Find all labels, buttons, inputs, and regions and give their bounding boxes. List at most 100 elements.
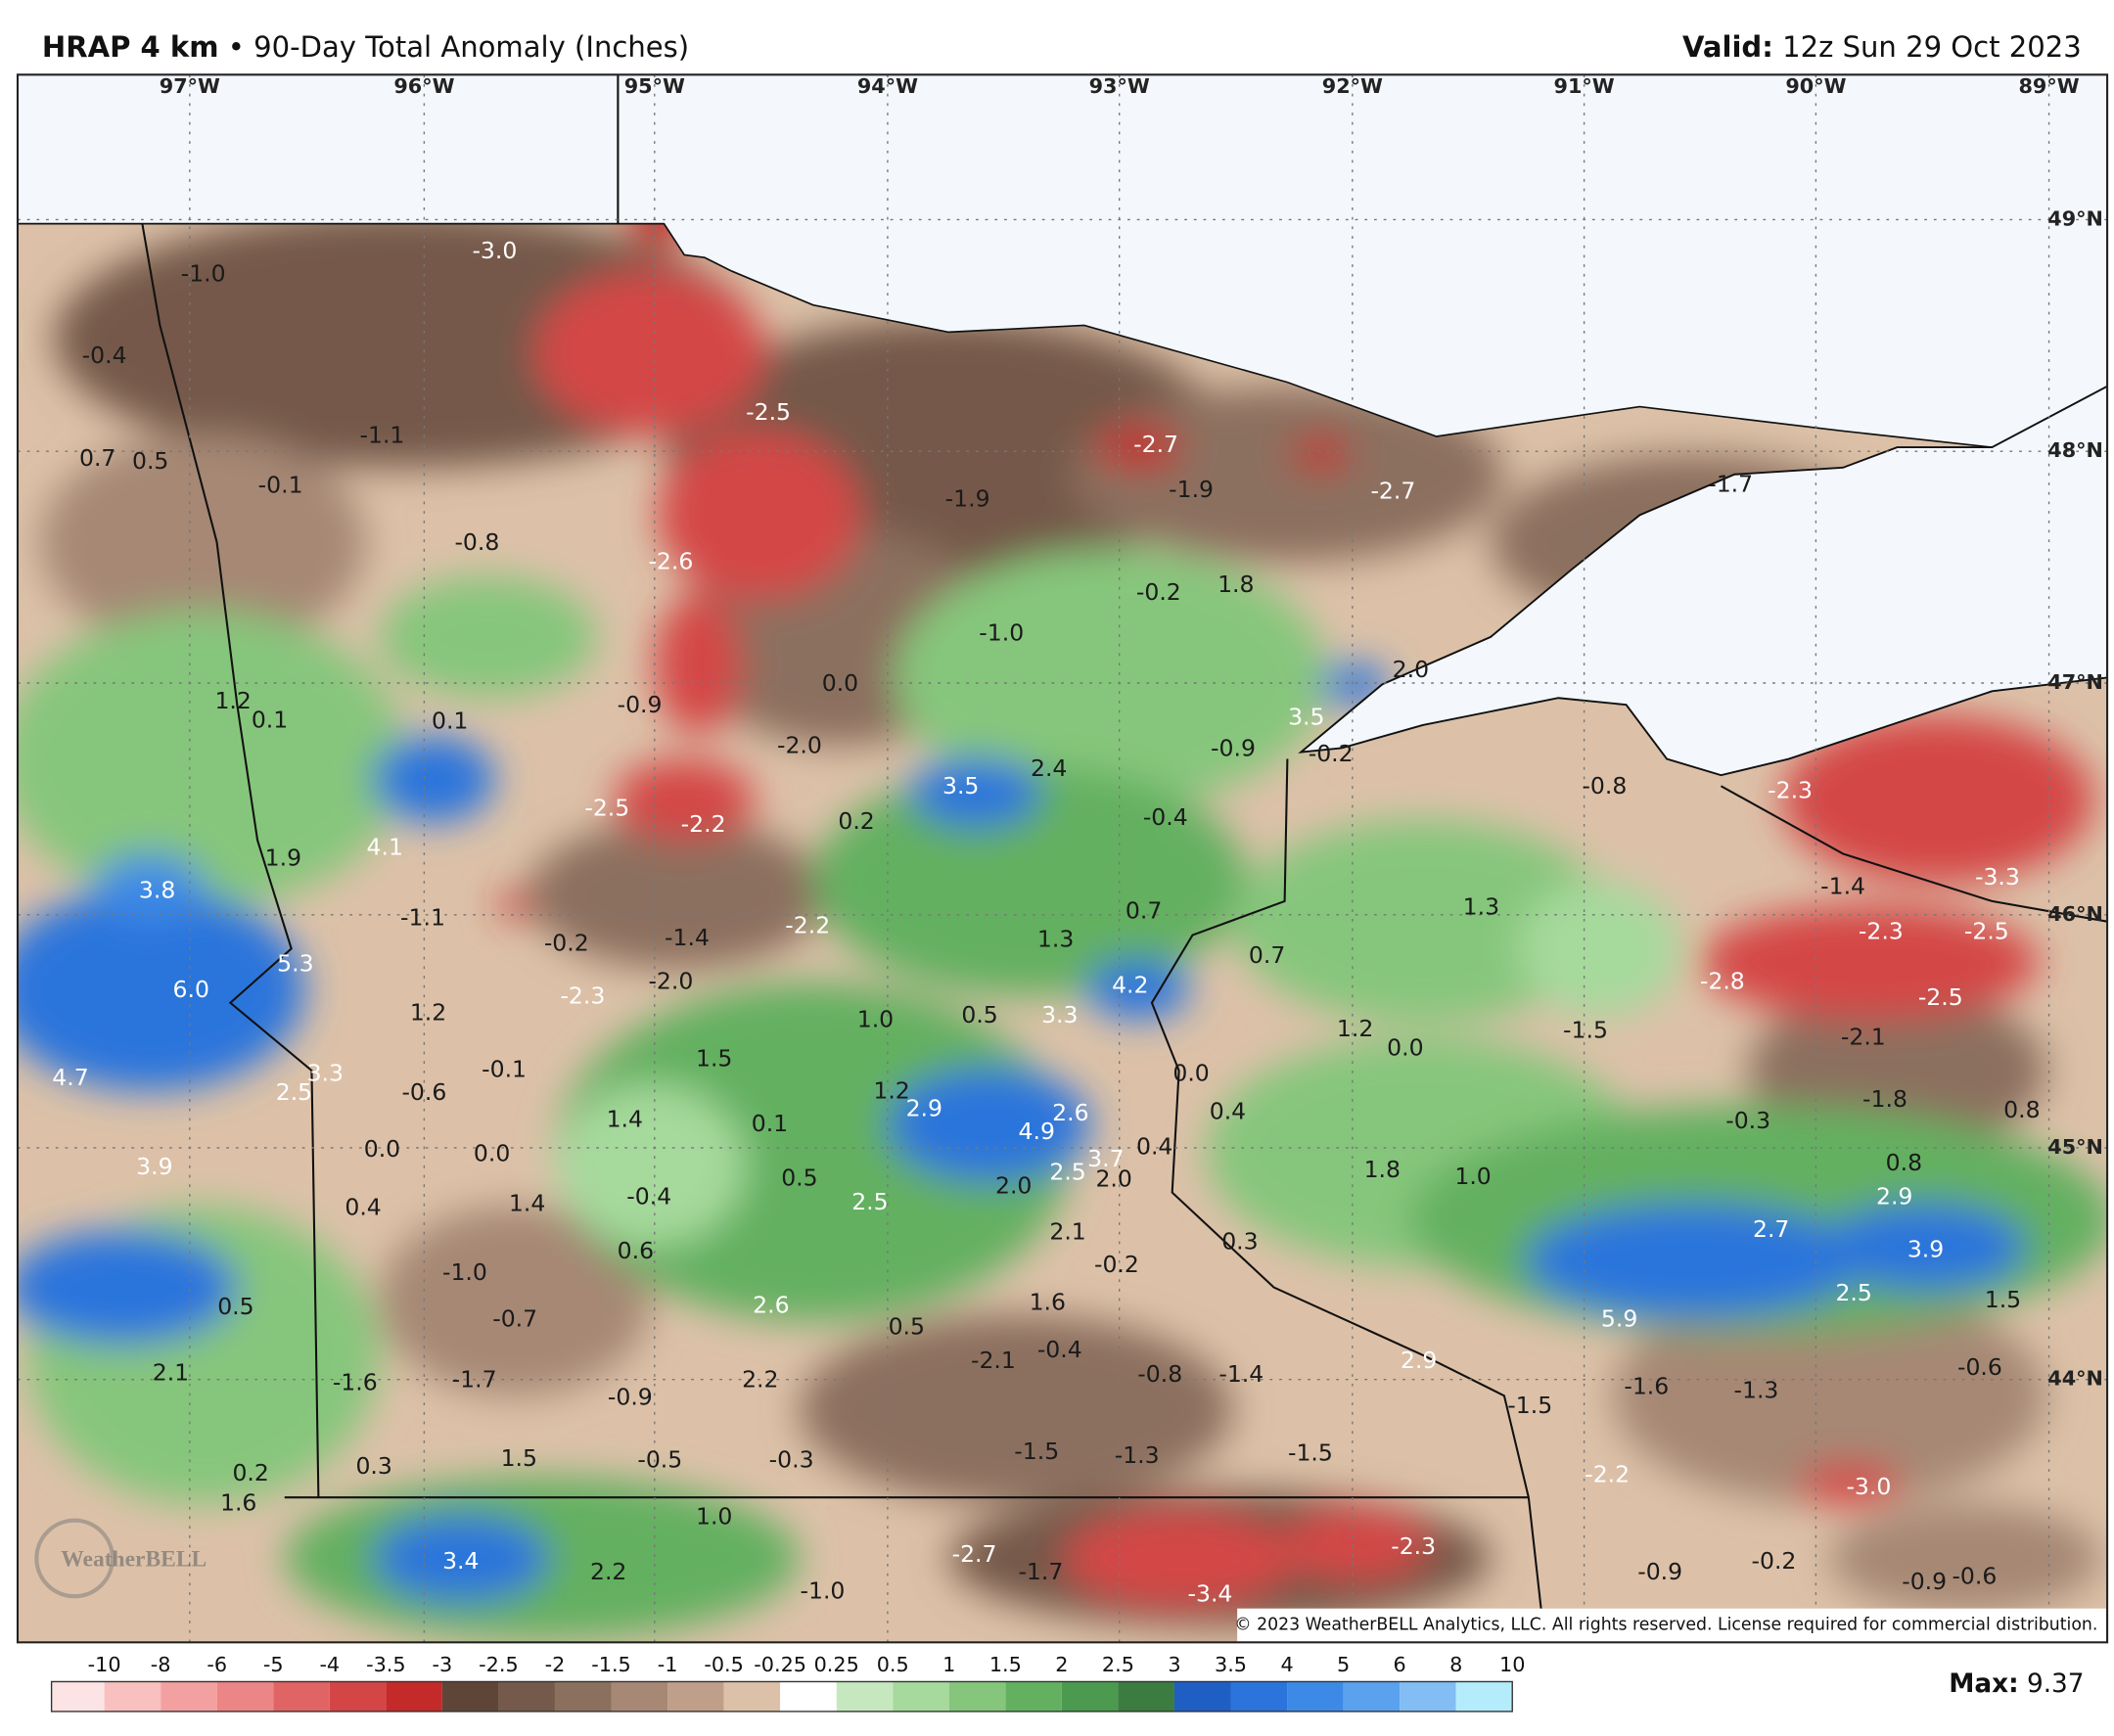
legend-label: 5 xyxy=(1337,1653,1350,1676)
anomaly-label: 2.6 xyxy=(1052,1099,1088,1126)
anomaly-label: 2.1 xyxy=(1049,1218,1085,1246)
anomaly-label: 3.8 xyxy=(139,877,175,904)
anomaly-label: -0.4 xyxy=(1143,803,1188,831)
legend-label: 3 xyxy=(1168,1653,1180,1676)
anomaly-label: 0.2 xyxy=(232,1459,268,1486)
separator: • xyxy=(228,30,245,64)
anomaly-blob xyxy=(887,1068,1091,1182)
anomaly-blob xyxy=(534,271,766,434)
anomaly-blob xyxy=(528,819,827,970)
anomaly-label: -1.5 xyxy=(1507,1392,1552,1419)
lon-label: 90°W xyxy=(1785,74,1846,98)
anomaly-label: -1.4 xyxy=(1218,1360,1264,1388)
logo: WeatherBELL xyxy=(61,1547,207,1573)
lon-label: 94°W xyxy=(857,74,918,98)
anomaly-label: 2.4 xyxy=(1031,754,1067,782)
legend-label: 8 xyxy=(1449,1653,1462,1676)
anomaly-blob xyxy=(1063,1511,1295,1606)
anomaly-label: -1.9 xyxy=(1169,476,1214,503)
anomaly-blob xyxy=(1829,1504,2101,1613)
anomaly-label: -0.8 xyxy=(1582,772,1627,799)
anomaly-label: 0.3 xyxy=(1221,1227,1258,1255)
anomaly-label: 3.9 xyxy=(136,1153,172,1180)
legend-swatch xyxy=(329,1681,387,1712)
anomaly-blob xyxy=(1517,881,1680,1017)
anomaly-label: -0.6 xyxy=(1957,1353,2002,1381)
legend-label: 0.5 xyxy=(877,1653,909,1676)
anomaly-label: 0.0 xyxy=(822,669,858,697)
anomaly-label: -0.4 xyxy=(626,1183,671,1211)
anomaly-label: -0.2 xyxy=(1094,1251,1139,1278)
legend-swatch xyxy=(836,1681,894,1712)
anomaly-label: -1.9 xyxy=(945,485,990,513)
anomaly-label: 2.0 xyxy=(1393,656,1429,683)
legend-swatch xyxy=(1005,1681,1062,1712)
anomaly-label: 0.5 xyxy=(217,1293,253,1320)
anomaly-label: 2.0 xyxy=(1095,1165,1131,1193)
legend-label: -8 xyxy=(151,1653,171,1676)
anomaly-label: -2.7 xyxy=(1370,477,1415,504)
legend-label: 10 xyxy=(1499,1653,1525,1676)
legend-label: 1 xyxy=(942,1653,955,1676)
anomaly-label: 1.5 xyxy=(696,1044,732,1072)
legend-label: -0.25 xyxy=(754,1653,806,1676)
anomaly-label: -0.9 xyxy=(1902,1568,1947,1595)
legend-label: -2.5 xyxy=(479,1653,519,1676)
anomaly-label: 0.8 xyxy=(2003,1096,2040,1123)
anomaly-blob xyxy=(555,1083,746,1247)
anomaly-label: -1.7 xyxy=(1708,470,1753,497)
anomaly-label: 1.2 xyxy=(214,687,251,714)
anomaly-label: -1.3 xyxy=(1734,1377,1779,1404)
anomaly-label: 1.4 xyxy=(509,1190,545,1217)
anomaly-blob xyxy=(40,434,366,651)
anomaly-blob xyxy=(910,757,1041,829)
max-value: 9.37 xyxy=(2027,1669,2085,1699)
legend-swatch xyxy=(104,1681,161,1712)
anomaly-blob xyxy=(94,853,204,922)
anomaly-blob xyxy=(1612,1287,2046,1505)
lon-label: 93°W xyxy=(1089,74,1150,98)
anomaly-label: 0.3 xyxy=(355,1452,391,1480)
anomaly-label: 3.5 xyxy=(942,772,979,799)
anomaly-blob xyxy=(614,758,756,841)
anomaly-blob xyxy=(372,736,495,823)
anomaly-label: -2.5 xyxy=(1918,983,1963,1011)
logo-mark xyxy=(34,1518,115,1599)
legend-label: -3 xyxy=(433,1653,453,1676)
anomaly-label: 2.7 xyxy=(1753,1215,1789,1243)
anomaly-blob xyxy=(498,891,531,919)
anomaly-label: 0.6 xyxy=(618,1237,654,1264)
legend-swatch xyxy=(216,1681,274,1712)
anomaly-blob xyxy=(379,575,597,699)
legend-frame xyxy=(50,1680,1513,1713)
legend-label: 2.5 xyxy=(1102,1653,1134,1676)
anomaly-label: 1.5 xyxy=(1985,1286,2021,1313)
anomaly-blob xyxy=(894,548,1328,806)
legend-swatch xyxy=(161,1681,217,1712)
legend-swatch xyxy=(498,1681,555,1712)
anomaly-label: 0.4 xyxy=(1210,1097,1246,1124)
anomaly-label: 0.7 xyxy=(1249,941,1285,969)
max-label: Max: xyxy=(1949,1669,2018,1699)
anomaly-label: -0.8 xyxy=(1137,1360,1182,1388)
lon-label: 92°W xyxy=(1322,74,1383,98)
anomaly-label: -2.5 xyxy=(584,794,629,821)
anomaly-label: -0.6 xyxy=(1952,1562,1997,1589)
anomaly-label: 0.0 xyxy=(474,1139,510,1166)
anomaly-label: -0.4 xyxy=(1037,1336,1082,1363)
anomaly-label: -0.2 xyxy=(544,930,589,957)
map-frame xyxy=(16,73,2109,1644)
anomaly-label: -1.0 xyxy=(442,1258,487,1286)
anomaly-label: 4.2 xyxy=(1112,972,1148,999)
anomaly-label: -0.9 xyxy=(1637,1558,1682,1585)
legend-label: -6 xyxy=(207,1653,227,1676)
anomaly-blob xyxy=(1700,905,2040,1020)
model: HRAP 4 km xyxy=(42,30,219,64)
anomaly-blob xyxy=(1094,425,1182,470)
anomaly-label: -2.3 xyxy=(560,982,605,1010)
anomaly-label: 0.0 xyxy=(1387,1033,1423,1061)
legend-swatch xyxy=(554,1681,612,1712)
anomaly-label: 0.1 xyxy=(252,706,288,733)
anomaly-label: 1.3 xyxy=(1037,926,1074,953)
